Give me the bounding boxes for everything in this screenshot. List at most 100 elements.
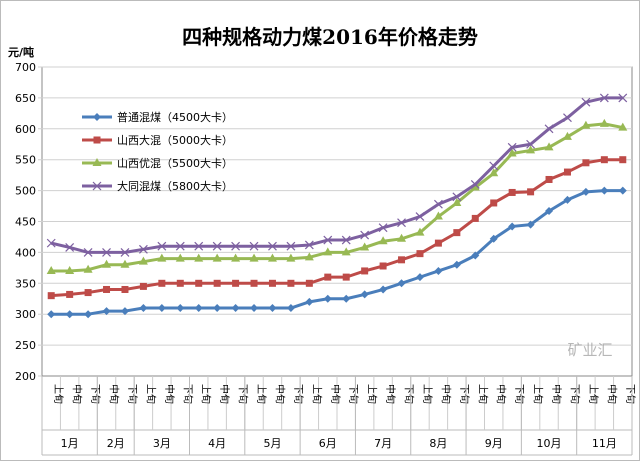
data-point-x <box>581 97 591 107</box>
data-point-diamond <box>286 304 295 313</box>
data-point-diamond <box>231 304 240 313</box>
data-point-diamond <box>600 186 609 195</box>
data-point-x <box>507 142 517 152</box>
data-point-triangle <box>65 265 75 274</box>
data-point-square <box>379 262 387 270</box>
data-point-square <box>434 239 442 247</box>
month-label: 2月 <box>107 437 125 450</box>
x-sub-label: 上旬 <box>476 384 489 404</box>
data-point-x <box>489 161 499 171</box>
y-tick-label: 500 <box>15 185 36 198</box>
x-sub-label: 下旬 <box>347 384 360 404</box>
series-3 <box>46 93 628 257</box>
data-point-x <box>544 124 554 134</box>
chart-title: 四种规格动力煤2016年价格走势 <box>182 25 478 49</box>
data-point-square <box>582 159 590 167</box>
data-point-square <box>213 279 221 287</box>
data-point-diamond <box>84 310 93 319</box>
data-point-triangle <box>304 252 314 261</box>
x-sub-label: 下旬 <box>624 384 637 404</box>
data-point-square <box>195 279 203 287</box>
y-axis-label: 元/吨 <box>8 45 34 59</box>
data-point-triangle <box>581 120 591 129</box>
data-point-square <box>361 267 369 275</box>
data-point-diamond <box>342 294 351 303</box>
data-point-triangle <box>102 259 112 268</box>
data-point-triangle <box>120 259 130 268</box>
data-point-x <box>433 199 443 209</box>
data-point-x <box>323 235 333 245</box>
data-point-diamond <box>415 273 424 282</box>
data-point-x <box>175 241 185 251</box>
data-point-x <box>194 241 204 251</box>
data-point-x <box>138 244 148 254</box>
data-point-diamond <box>176 304 185 313</box>
data-point-square <box>121 285 129 293</box>
data-point-x <box>563 113 572 123</box>
x-sub-label: 上旬 <box>200 384 213 404</box>
month-label: 7月 <box>374 437 392 450</box>
data-point-diamond <box>93 113 101 121</box>
data-point-square <box>66 290 74 298</box>
month-label: 6月 <box>319 437 337 450</box>
data-point-x <box>360 230 370 240</box>
data-point-diamond <box>157 304 166 313</box>
x-sub-label: 下旬 <box>568 384 581 404</box>
data-point-square <box>453 229 461 237</box>
data-point-diamond <box>360 290 369 299</box>
y-tick-label: 350 <box>15 277 36 290</box>
data-point-square <box>158 279 166 287</box>
data-point-x <box>249 241 259 251</box>
month-label: 8月 <box>429 437 447 450</box>
data-point-triangle <box>157 253 167 262</box>
data-point-triangle <box>231 253 241 262</box>
month-label: 3月 <box>153 437 171 450</box>
data-point-x <box>286 241 296 251</box>
data-point-diamond <box>194 304 203 313</box>
data-point-square <box>398 256 406 264</box>
x-sub-label: 下旬 <box>403 384 416 404</box>
x-sub-label: 中旬 <box>273 384 286 404</box>
data-point-square <box>545 175 553 183</box>
month-label: 5月 <box>263 437 281 450</box>
legend-label: 山西大混（5000大卡） <box>117 133 233 147</box>
data-point-x <box>46 238 56 248</box>
month-label: 9月 <box>485 437 503 450</box>
x-sub-label: 下旬 <box>126 384 139 404</box>
y-tick-label: 600 <box>15 123 36 136</box>
data-point-x <box>378 223 388 233</box>
data-point-triangle <box>323 247 333 256</box>
data-point-square <box>508 188 516 196</box>
x-sub-label: 上旬 <box>587 384 600 404</box>
data-point-triangle <box>544 142 554 151</box>
data-point-square <box>305 279 313 287</box>
data-point-diamond <box>434 266 443 275</box>
month-label: 11月 <box>592 437 617 450</box>
data-point-triangle <box>378 236 388 245</box>
x-sub-label: 中旬 <box>108 384 121 404</box>
data-point-x <box>83 247 93 257</box>
series-1 <box>47 156 627 300</box>
data-point-diamond <box>618 186 627 195</box>
data-point-square <box>103 285 111 293</box>
x-sub-label: 中旬 <box>495 384 508 404</box>
data-point-x <box>618 93 628 103</box>
data-point-square <box>563 168 571 176</box>
series-line <box>50 96 623 254</box>
y-tick-label: 400 <box>15 246 36 259</box>
data-point-diamond <box>102 307 111 316</box>
legend-label: 普通混煤（4500大卡） <box>117 110 233 124</box>
data-point-square <box>342 273 350 281</box>
x-sub-label: 下旬 <box>292 384 305 404</box>
data-point-x <box>304 240 314 250</box>
x-sub-label: 中旬 <box>163 384 176 404</box>
series-2 <box>46 118 628 274</box>
data-point-square <box>47 292 55 300</box>
data-point-x <box>102 247 111 257</box>
data-point-x <box>157 241 167 251</box>
data-point-x <box>526 139 536 149</box>
series-0 <box>47 186 627 319</box>
data-point-square <box>471 214 479 222</box>
